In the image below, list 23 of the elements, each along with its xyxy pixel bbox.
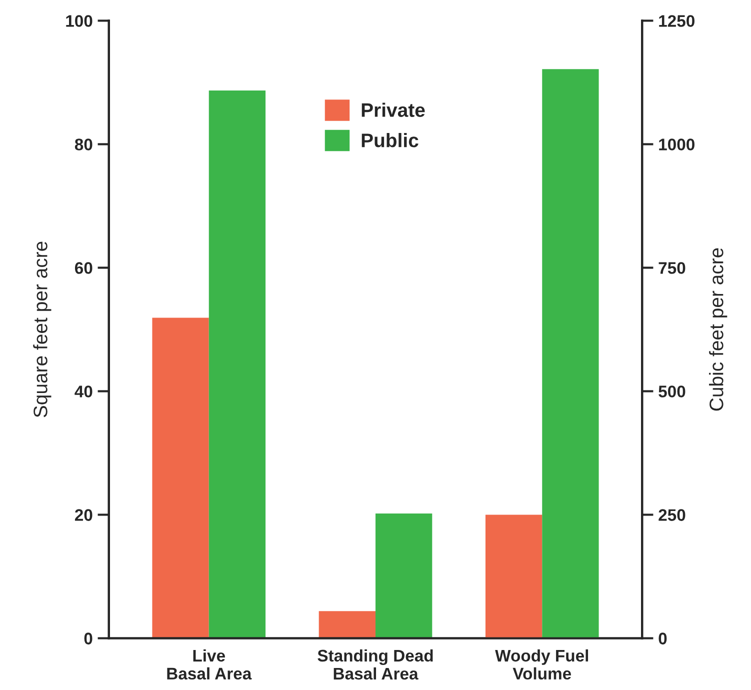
- y-tick-label: 0: [84, 632, 92, 644]
- y-tick-label: 60: [74, 262, 92, 274]
- y2-tick-label: 500: [658, 386, 686, 398]
- y2-tick-label: 1000: [659, 138, 694, 150]
- y-axis-title: Square feet per acre: [33, 242, 52, 418]
- bar: [376, 514, 432, 638]
- bar: [152, 318, 209, 638]
- y-tick-label: 80: [74, 138, 92, 150]
- y2-axis-title: Cubic feet per acre: [709, 248, 728, 411]
- y2-tick-label: 0: [658, 632, 667, 644]
- x-tick-label: Live Basal Area: [167, 649, 252, 680]
- y-tick-label: 40: [74, 386, 92, 398]
- y-tick-label: 100: [66, 15, 92, 27]
- y2-tick-label: 250: [658, 509, 686, 521]
- bar: [208, 90, 266, 638]
- y2-tick-label: 750: [658, 262, 686, 274]
- legend-label: Public: [362, 132, 418, 148]
- bar: [318, 611, 376, 638]
- x-tick-label: Woody Fuel Volume: [495, 649, 588, 680]
- y2-tick-label: 1250: [659, 15, 694, 27]
- legend-label: Private: [362, 102, 425, 117]
- y-tick-label: 20: [74, 509, 92, 521]
- x-tick-label: Standing Dead Basal Area: [318, 649, 433, 680]
